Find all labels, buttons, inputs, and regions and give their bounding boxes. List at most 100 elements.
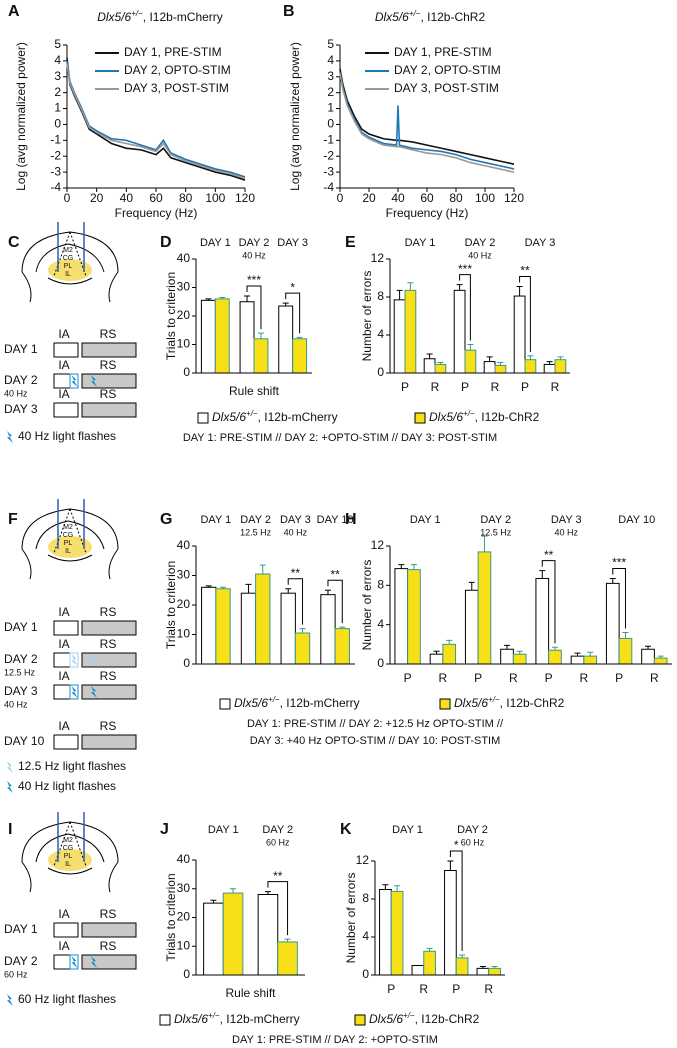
panel-letter: B (283, 3, 295, 20)
brain-region-label: PL (64, 263, 73, 270)
ia-block (53, 652, 79, 668)
y-tick-label: 2 (327, 85, 334, 99)
group-label: DAY 10 (317, 514, 354, 526)
italic-text: Dlx5/6 (369, 1012, 403, 1026)
significance-bracket (541, 560, 556, 644)
legend-label: DAY 2, OPTO-STIM (394, 63, 501, 77)
rs-block (81, 402, 137, 418)
bar (494, 364, 507, 374)
ia-block (53, 402, 79, 418)
plain-text: , I12b-mCherry (143, 10, 223, 24)
bar (404, 289, 417, 374)
y-tick-label: 8 (377, 289, 384, 303)
stim-block (69, 652, 79, 668)
y-axis-label: Number of errors (344, 873, 358, 964)
legend-caption: DAY 1: PRE-STIM // DAY 2: +12.5 Hz OPTO-… (247, 718, 504, 730)
rs-block (81, 734, 137, 750)
y-tick-label: 8 (362, 891, 369, 905)
panel-letter: I (8, 821, 12, 838)
task-label: IA (58, 939, 69, 953)
y-tick-label: 10 (177, 337, 191, 351)
panel-letter: E (345, 234, 356, 251)
group-label: DAY 2 (262, 824, 293, 836)
bar (379, 889, 392, 976)
y-tick-label: 4 (327, 53, 334, 67)
y-tick-label: 40 (177, 251, 191, 265)
bar (488, 967, 501, 976)
y-tick-label: 2 (54, 85, 61, 99)
error-bar (299, 628, 306, 634)
error-bar (398, 564, 405, 569)
group-sublabel: 40 Hz (284, 527, 308, 537)
light-flash-icon (91, 654, 97, 666)
superscript: +/− (131, 9, 143, 18)
significance-label: *** (458, 262, 472, 276)
bar (464, 349, 477, 374)
error-bar (527, 355, 534, 360)
task-label: IA (58, 387, 69, 401)
bar (548, 649, 562, 665)
ia-block (53, 734, 79, 750)
panel-letter: A (8, 3, 20, 20)
bar (257, 894, 279, 976)
brain-region-label: IL (65, 271, 71, 278)
group-sublabel: 40 Hz (242, 250, 266, 260)
light-flash-icon (91, 956, 97, 968)
rs-block (81, 922, 137, 938)
brain-region-label: CG (63, 255, 74, 262)
bar (393, 299, 406, 374)
y-tick-label: 8 (377, 578, 384, 592)
rich-text: Dlx5/6+/−, I12b-ChR2 (369, 1011, 480, 1027)
rs-block (81, 342, 137, 358)
error-bar (339, 626, 346, 629)
error-bar (394, 885, 401, 892)
italic-text: Dlx5/6 (454, 696, 488, 710)
error-bar (574, 652, 581, 657)
error-bar (645, 645, 652, 650)
y-tick-label: -1 (323, 133, 334, 147)
error-bar (285, 588, 292, 594)
significance-bracket (287, 578, 304, 625)
y-tick-label: 20 (177, 910, 191, 924)
task-label: RS (100, 939, 117, 953)
y-tick-label: -2 (50, 148, 61, 162)
task-label: RS (100, 605, 117, 619)
superscript: +/− (488, 695, 500, 704)
italic-text: Dlx5/6 (375, 10, 409, 24)
bar (442, 643, 457, 665)
bar (253, 338, 269, 374)
y-axis-label: Trials to criterion (164, 272, 178, 360)
legend-label: DAY 2, OPTO-STIM (124, 63, 231, 77)
error-bar (516, 286, 523, 297)
y-tick-label: -3 (323, 164, 334, 178)
rs-block (81, 684, 137, 700)
error-bar (259, 564, 266, 575)
error-bar (282, 302, 289, 307)
y-tick-label: 0 (183, 656, 190, 670)
task-label: IA (58, 669, 69, 683)
x-tick-label: 120 (235, 191, 255, 205)
significance-bracket (285, 292, 301, 334)
y-tick-label: -2 (323, 148, 334, 162)
rs-block (81, 373, 137, 389)
task-label: IA (58, 907, 69, 921)
italic-text: Dlx5/6 (212, 410, 246, 424)
day-label: DAY 10 (4, 734, 45, 748)
brain-region-label: IL (65, 548, 71, 555)
x-tick-label: 0 (337, 191, 344, 205)
error-bar (205, 585, 212, 588)
italic-text: Dlx5/6 (174, 1012, 208, 1026)
error-bar (396, 289, 403, 300)
x-tick-label: R (439, 671, 448, 685)
italic-text: Dlx5/6 (97, 10, 131, 24)
error-bar (447, 860, 454, 871)
group-label: DAY 1 (405, 237, 436, 249)
target-region (48, 536, 92, 558)
bar (605, 582, 620, 665)
x-axis-label: Rule shift (225, 986, 276, 1000)
y-tick-label: 4 (362, 929, 369, 943)
error-bar (459, 954, 466, 958)
y-tick-label: 20 (177, 308, 191, 322)
